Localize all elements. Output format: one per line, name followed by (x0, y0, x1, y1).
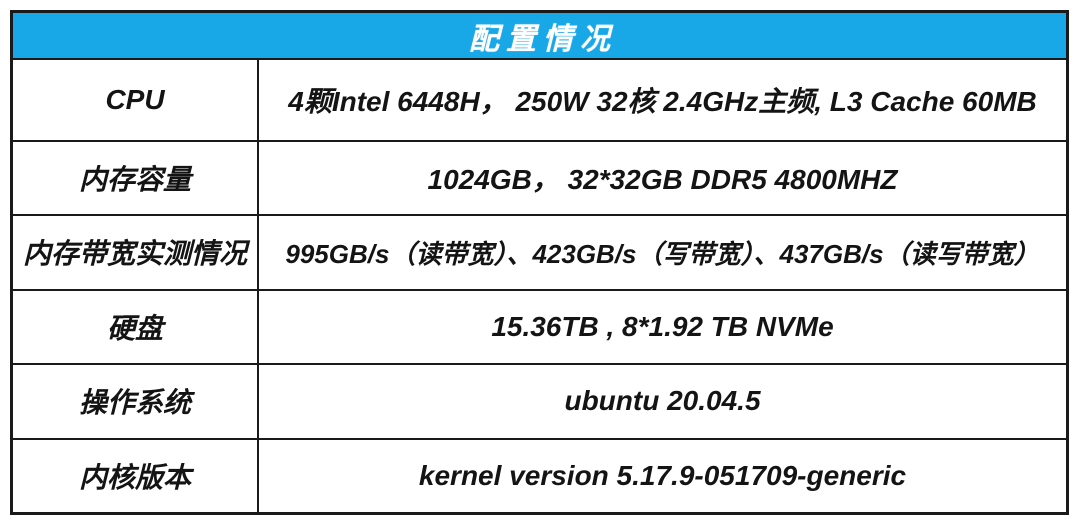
row-value-kernel: kernel version 5.17.9-051709-generic (418, 459, 907, 491)
table-title: 配置情况 (469, 22, 617, 56)
row-value-cpu: 4颗Intel 6448H， 250W 32核 2.4GHz主频, L3 Cac… (288, 85, 1037, 117)
row-label-disk: 硬盘 (13, 290, 259, 364)
table-row-disk: 硬盘 15.36TB , 8*1.92 TB NVMe (13, 288, 1066, 364)
table-row-cpu: CPU 4颗Intel 6448H， 250W 32核 2.4GHz主频, L3… (13, 58, 1066, 140)
config-table: 配置情况 CPU 4颗Intel 6448H， 250W 32核 2.4GHz主… (10, 10, 1069, 515)
row-label-memory-capacity: 内存容量 (13, 141, 259, 215)
table-row-memory-bandwidth: 内存带宽实测情况 995GB/s（读带宽）、423GB/s（写带宽）、437GB… (13, 214, 1066, 289)
table-header: 配置情况 (13, 13, 1066, 58)
row-label-cpu: CPU (13, 60, 259, 140)
table-row-kernel: 内核版本 kernel version 5.17.9-051709-generi… (13, 437, 1066, 512)
row-value-disk: 15.36TB , 8*1.92 TB NVMe (491, 310, 834, 342)
row-label-kernel: 内核版本 (13, 439, 259, 512)
row-value-memory-bandwidth: 995GB/s（读带宽）、423GB/s（写带宽）、437GB/s（读写带宽） (285, 238, 1040, 269)
table-row-os: 操作系统 ubuntu 20.04.5 (13, 363, 1066, 438)
row-label-memory-bandwidth: 内存带宽实测情况 (13, 216, 259, 289)
table-row-memory-capacity: 内存容量 1024GB， 32*32GB DDR5 4800MHZ (13, 139, 1066, 215)
row-value-memory-capacity: 1024GB， 32*32GB DDR5 4800MHZ (427, 163, 898, 195)
row-value-os: ubuntu 20.04.5 (564, 385, 761, 417)
row-label-os: 操作系统 (13, 365, 259, 438)
